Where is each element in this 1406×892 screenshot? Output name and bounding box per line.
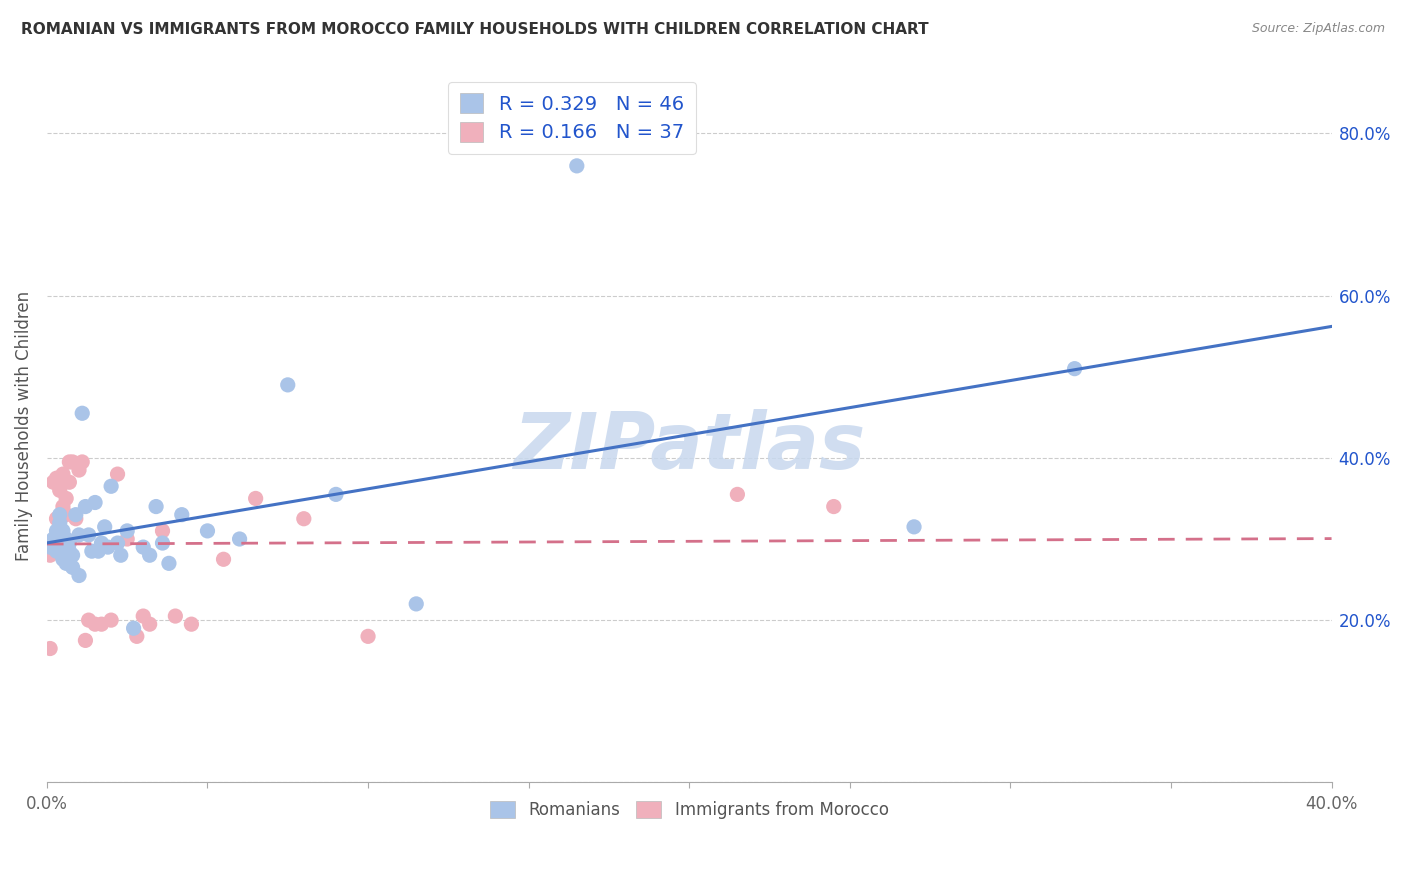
Point (52, 552, 75, 566)
Point (65, 512, 87, 526)
Point (90, 536, 112, 550)
Point (48, 508, 70, 522)
Point (115, 524, 138, 538)
Point (565, 159, 588, 173)
Point (110, 548, 132, 562)
Point (1063, 361, 1085, 376)
Point (48, 483, 70, 498)
Point (93, 520, 115, 534)
Point (39, 548, 62, 562)
Point (52, 536, 75, 550)
Point (138, 617, 160, 632)
Point (277, 377, 299, 392)
Point (52, 524, 75, 538)
Point (212, 552, 235, 566)
Point (80, 544, 103, 558)
Point (55, 508, 77, 522)
Point (903, 520, 925, 534)
Point (65, 508, 87, 522)
Point (292, 512, 315, 526)
Point (84, 617, 107, 632)
Point (39, 641, 62, 656)
Point (45, 471, 67, 485)
Point (245, 491, 267, 506)
Point (58, 544, 80, 558)
Point (48, 536, 70, 550)
Point (100, 479, 122, 493)
Point (132, 540, 155, 554)
Point (180, 617, 202, 632)
Point (170, 508, 193, 522)
Point (67, 528, 90, 542)
Point (325, 487, 347, 501)
Point (197, 524, 219, 538)
Point (42, 532, 65, 546)
Point (62, 548, 84, 562)
Text: ROMANIAN VS IMMIGRANTS FROM MOROCCO FAMILY HOUSEHOLDS WITH CHILDREN CORRELATION : ROMANIAN VS IMMIGRANTS FROM MOROCCO FAMI… (21, 22, 929, 37)
Point (58, 536, 80, 550)
Point (52, 467, 75, 482)
Point (165, 609, 187, 624)
Point (100, 613, 122, 627)
Point (77, 613, 100, 627)
Point (55, 532, 77, 546)
Point (97, 540, 120, 554)
Point (84, 495, 107, 509)
Point (157, 557, 180, 571)
Point (58, 455, 80, 469)
Point (67, 463, 90, 477)
Point (39, 540, 62, 554)
Point (58, 475, 80, 490)
Point (55, 557, 77, 571)
Point (405, 597, 427, 611)
Point (107, 467, 129, 482)
Point (62, 560, 84, 574)
Point (87, 544, 110, 558)
Y-axis label: Family Households with Children: Family Households with Children (15, 291, 32, 560)
Point (152, 524, 174, 538)
Point (138, 548, 160, 562)
Point (52, 500, 75, 514)
Point (75, 633, 97, 648)
Point (42, 475, 65, 490)
Point (67, 568, 90, 582)
Point (107, 536, 129, 550)
Point (77, 528, 100, 542)
Point (125, 629, 148, 643)
Point (152, 536, 174, 550)
Point (45, 524, 67, 538)
Point (48, 516, 70, 530)
Point (75, 500, 97, 514)
Legend: Romanians, Immigrants from Morocco: Romanians, Immigrants from Morocco (482, 794, 896, 825)
Point (228, 532, 250, 546)
Point (62, 455, 84, 469)
Point (70, 455, 93, 469)
Point (55, 491, 77, 506)
Text: Source: ZipAtlas.com: Source: ZipAtlas.com (1251, 22, 1385, 36)
Point (725, 487, 748, 501)
Point (42, 536, 65, 550)
Text: ZIPatlas: ZIPatlas (513, 409, 865, 485)
Point (70, 406, 93, 420)
Point (115, 532, 138, 546)
Point (823, 500, 845, 514)
Point (45, 512, 67, 526)
Point (145, 500, 167, 514)
Point (357, 629, 380, 643)
Point (90, 617, 112, 632)
Point (45, 544, 67, 558)
Point (132, 609, 155, 624)
Point (122, 621, 145, 635)
